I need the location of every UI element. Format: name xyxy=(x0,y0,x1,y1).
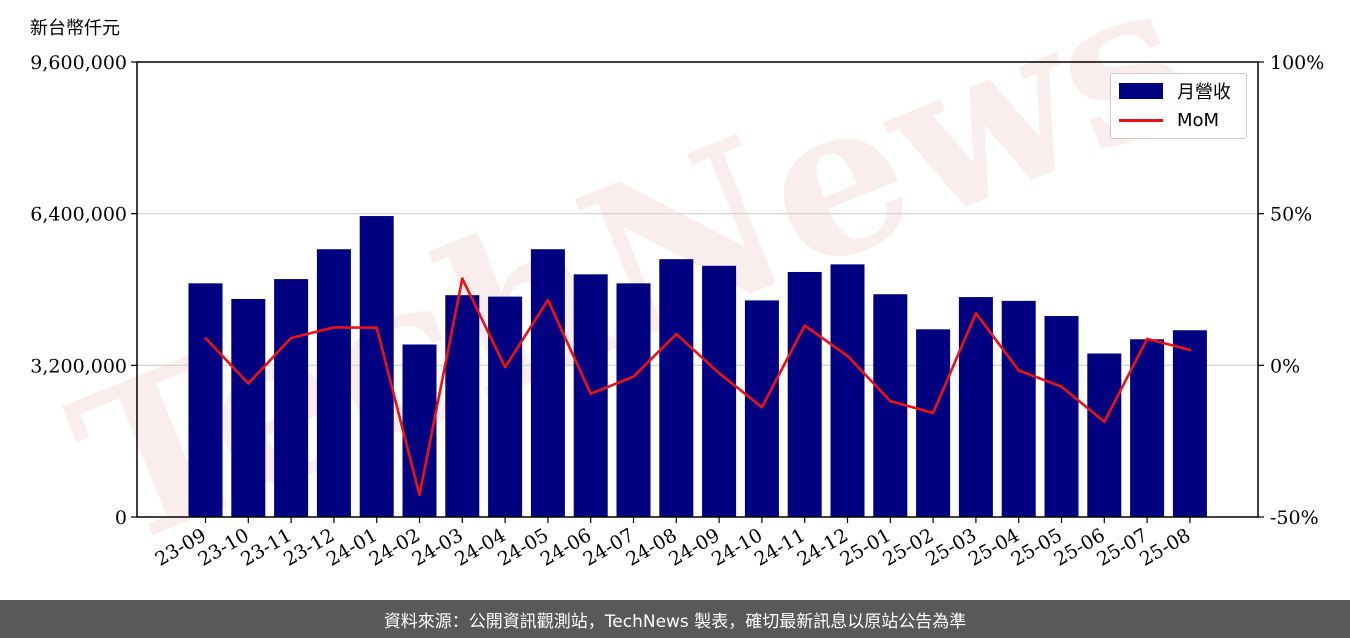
revenue-bar xyxy=(830,264,865,517)
mom-point xyxy=(503,365,507,369)
mom-point xyxy=(546,298,550,302)
revenue-bar xyxy=(744,300,779,517)
footer-text: 資料來源：公開資訊觀測站，TechNews 製表，確切最新訊息以原站公告為準 xyxy=(383,611,967,632)
plot-frame xyxy=(136,61,1259,518)
chart-legend: 月營收 MoM xyxy=(1110,73,1247,139)
revenue-bar xyxy=(916,329,951,517)
mom-point xyxy=(1103,420,1106,423)
mom-point xyxy=(589,392,592,396)
y-right-tick-label: 50% xyxy=(1270,204,1312,226)
mom-point xyxy=(717,372,721,375)
mom-point xyxy=(974,311,978,315)
y-left-tick-label: 6,400,000 xyxy=(30,204,127,226)
mom-point xyxy=(204,336,207,340)
revenue-bar xyxy=(316,249,351,517)
mom-point xyxy=(332,326,336,329)
mom-point xyxy=(1188,348,1192,352)
y-left-tick-label: 3,200,000 xyxy=(30,355,127,377)
revenue-chart: TechNews 03,200,0006,400,0009,600,000-50… xyxy=(30,0,1324,596)
revenue-bar xyxy=(958,297,993,517)
mom-point xyxy=(1017,369,1020,372)
mom-point xyxy=(803,324,806,327)
revenue-bar xyxy=(1001,300,1036,517)
legend-label-mom: MoM xyxy=(1177,109,1220,131)
y-left-tick-label: 9,600,000 xyxy=(30,52,127,74)
revenue-bar xyxy=(787,271,822,517)
source-footer: 資料來源：公開資訊觀測站，TechNews 製表，確切最新訊息以原站公告為準 xyxy=(0,600,1350,638)
mom-point xyxy=(632,375,635,378)
legend-item-mom: MoM xyxy=(1119,108,1219,132)
y-right-tick-label: 0% xyxy=(1270,355,1300,377)
revenue-bar xyxy=(873,294,908,517)
bars-series xyxy=(188,216,1207,518)
mom-point xyxy=(461,277,464,280)
mom-point xyxy=(846,354,849,358)
mom-point xyxy=(760,405,764,409)
revenue-bar xyxy=(659,259,694,517)
revenue-bar xyxy=(188,283,223,517)
revenue-bar xyxy=(702,265,737,517)
revenue-bar xyxy=(274,279,309,517)
y-left-tick-label: 0 xyxy=(115,507,127,529)
revenue-bar xyxy=(359,216,394,518)
revenue-bar xyxy=(1130,339,1165,517)
y-right-tick-label: 100% xyxy=(1270,52,1324,74)
revenue-bar xyxy=(1044,316,1079,517)
revenue-bar xyxy=(445,295,480,517)
revenue-bar xyxy=(530,249,565,517)
revenue-bar xyxy=(1087,353,1122,517)
legend-line-swatch xyxy=(1119,118,1163,122)
mom-point xyxy=(675,332,678,336)
mom-line xyxy=(204,277,1191,497)
revenue-bar xyxy=(1172,330,1207,517)
revenue-bar xyxy=(616,283,651,517)
mom-point xyxy=(247,382,250,385)
revenue-bar xyxy=(573,274,608,517)
mom-point xyxy=(1145,337,1149,341)
mom-point xyxy=(418,493,421,497)
revenue-bar xyxy=(488,296,523,517)
legend-bar-swatch xyxy=(1119,83,1163,99)
mom-point xyxy=(375,326,378,329)
mom-point xyxy=(1060,385,1063,388)
mom-point xyxy=(289,336,293,340)
legend-label-revenue: 月營收 xyxy=(1177,82,1231,103)
y-axis-unit-label: 新台幣仟元 xyxy=(30,18,120,39)
mom-line-series xyxy=(204,277,1192,497)
mom-point xyxy=(931,411,935,415)
revenue-bar xyxy=(231,298,266,517)
legend-item-revenue: 月營收 xyxy=(1119,79,1231,103)
x-tick-label: 25-08 xyxy=(1136,524,1194,570)
y-right-tick-label: -50% xyxy=(1270,507,1319,529)
mom-point xyxy=(889,399,892,403)
